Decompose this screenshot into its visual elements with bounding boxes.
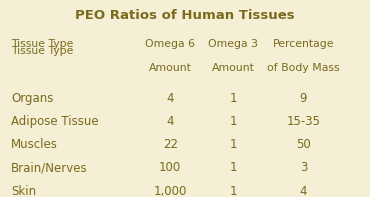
Text: Muscles: Muscles <box>11 138 58 151</box>
Text: 15-35: 15-35 <box>286 115 320 128</box>
Text: PEO Ratios of Human Tissues: PEO Ratios of Human Tissues <box>75 9 295 22</box>
Text: Percentage: Percentage <box>273 39 334 49</box>
Text: 1,000: 1,000 <box>154 185 187 197</box>
Text: 1: 1 <box>229 138 237 151</box>
Text: 4: 4 <box>300 185 307 197</box>
Text: 1: 1 <box>229 185 237 197</box>
Text: 1: 1 <box>229 115 237 128</box>
Text: Organs: Organs <box>11 92 54 105</box>
Text: Amount: Amount <box>149 63 192 73</box>
Text: 50: 50 <box>296 138 311 151</box>
Text: 1: 1 <box>229 161 237 174</box>
Text: Omega 6: Omega 6 <box>145 39 195 49</box>
Text: 22: 22 <box>163 138 178 151</box>
Text: 100: 100 <box>159 161 181 174</box>
Text: 9: 9 <box>300 92 307 105</box>
Text: Skin: Skin <box>11 185 36 197</box>
Text: Brain/Nerves: Brain/Nerves <box>11 161 88 174</box>
Text: Omega 3: Omega 3 <box>208 39 258 49</box>
Text: Adipose Tissue: Adipose Tissue <box>11 115 99 128</box>
Text: Amount: Amount <box>212 63 255 73</box>
Text: 4: 4 <box>166 92 174 105</box>
Text: 1: 1 <box>229 92 237 105</box>
Text: Tissue Type: Tissue Type <box>11 39 74 49</box>
Text: 3: 3 <box>300 161 307 174</box>
Text: Tissue Type: Tissue Type <box>11 46 74 56</box>
Text: of Body Mass: of Body Mass <box>267 63 340 73</box>
Text: 4: 4 <box>166 115 174 128</box>
